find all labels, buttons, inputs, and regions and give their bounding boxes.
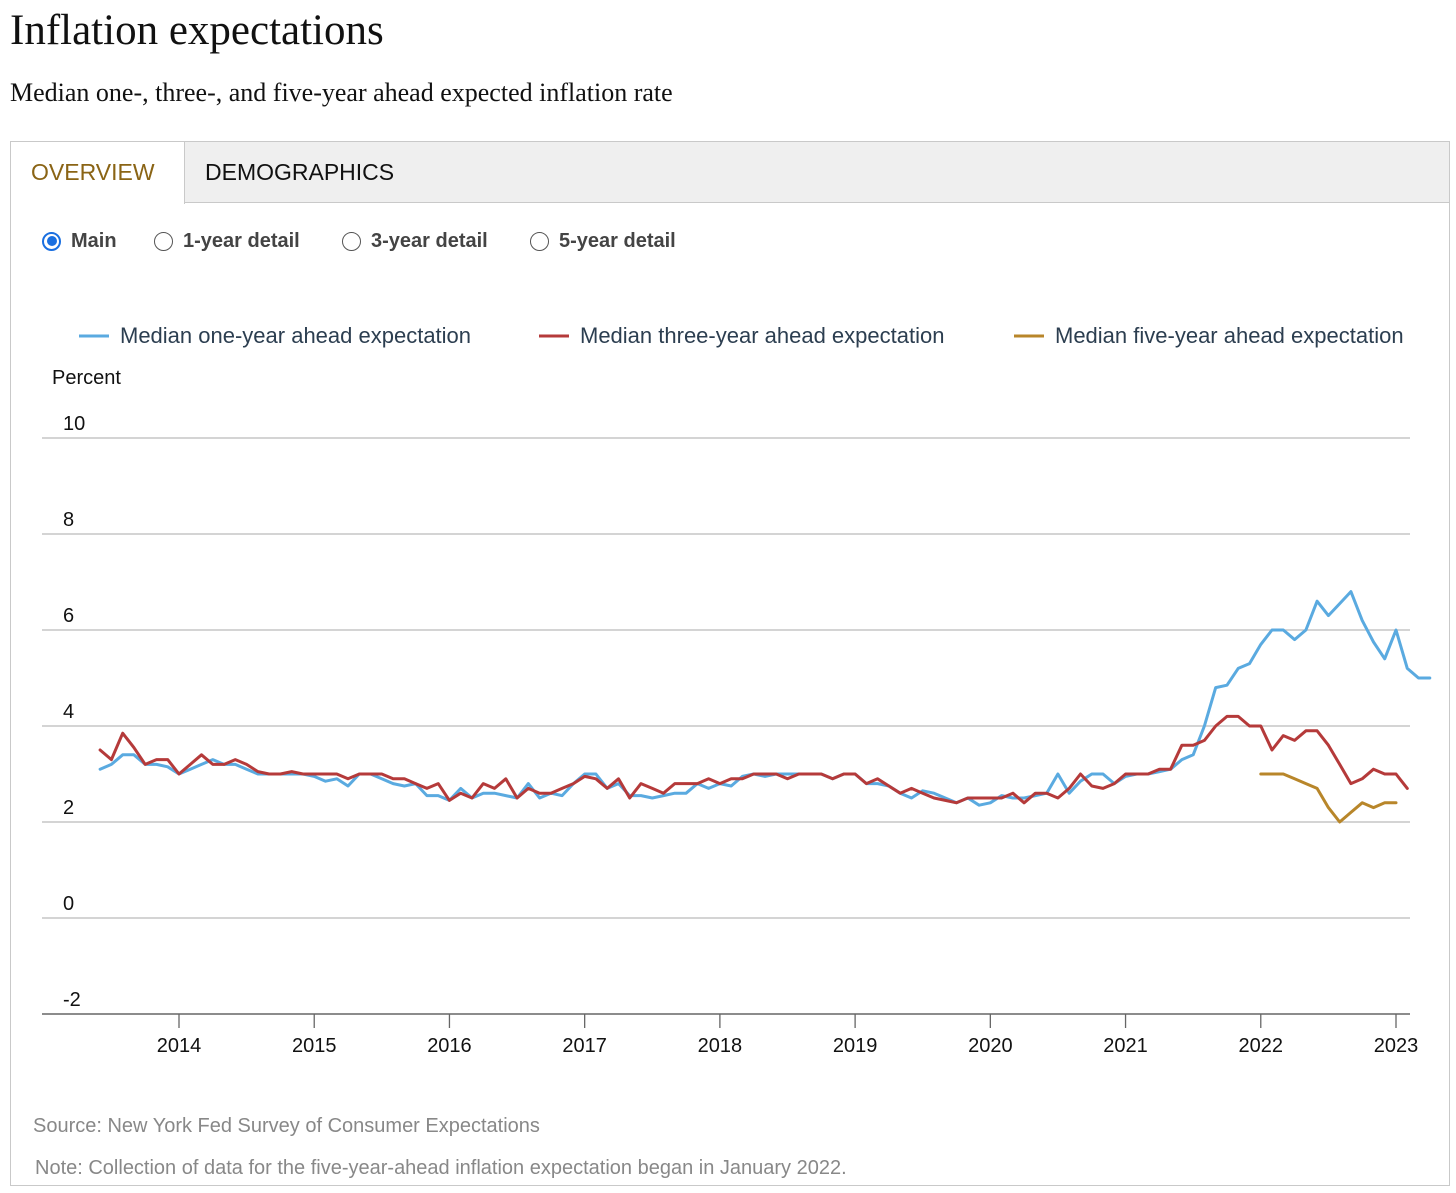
y-tick-label: 4 (63, 701, 74, 723)
x-tick-label: 2020 (968, 1035, 1013, 1057)
radio-icon[interactable] (342, 231, 361, 251)
y-axis: 10 8 6 4 2 0 -2 (63, 413, 85, 1011)
x-tick-label: 2019 (833, 1035, 878, 1057)
y-tick-label: -2 (63, 989, 81, 1011)
y-tick-label: 0 (63, 893, 74, 915)
y-tick-label: 2 (63, 797, 74, 819)
y-tick-label: 8 (63, 509, 74, 531)
page-subtitle: Median one-, three-, and five-year ahead… (10, 78, 673, 107)
x-tick-label: 2021 (1103, 1035, 1148, 1057)
series-line-three-year[interactable] (98, 714, 1409, 805)
x-tick-label: 2017 (562, 1035, 607, 1057)
radio-icon[interactable] (154, 231, 173, 251)
y-axis-title: Percent (52, 367, 121, 389)
x-axis: 2014 2015 2016 2017 2018 2019 2020 2021 2022 2023 (157, 1014, 1419, 1057)
view-option-5-year[interactable]: 5-year detail (530, 228, 676, 254)
view-option-label: 1-year detail (183, 229, 300, 252)
series-lines (98, 590, 1432, 824)
x-tick-label: 2016 (427, 1035, 472, 1057)
gridlines (42, 437, 1410, 1015)
y-tick-label: 6 (63, 605, 74, 627)
radio-icon[interactable] (530, 231, 549, 251)
tab-overview[interactable]: OVERVIEW (11, 142, 185, 204)
chart-legend: Median one-year ahead expectation Median… (79, 323, 1404, 348)
series-line-five-year[interactable] (1259, 772, 1398, 824)
x-tick-label: 2014 (157, 1035, 202, 1057)
view-option-main[interactable]: Main (42, 228, 117, 254)
radio-selected-icon[interactable] (42, 231, 61, 251)
view-option-label: 5-year detail (559, 229, 676, 252)
x-tick-label: 2018 (698, 1035, 743, 1057)
view-option-3-year[interactable]: 3-year detail (342, 228, 488, 254)
x-tick-label: 2015 (292, 1035, 337, 1057)
line-chart: Median one-year ahead expectation Median… (42, 323, 1432, 1057)
legend-label-three-year[interactable]: Median three-year ahead expectation (580, 323, 944, 348)
chart-panel: OVERVIEW DEMOGRAPHICS Main 1-year detail… (10, 141, 1450, 1186)
tab-bar: OVERVIEW DEMOGRAPHICS (11, 142, 1449, 204)
source-note: Source: New York Fed Survey of Consumer … (33, 1115, 540, 1137)
x-tick-label: 2023 (1374, 1035, 1419, 1057)
view-option-label: 3-year detail (371, 229, 488, 252)
legend-label-one-year[interactable]: Median one-year ahead expectation (120, 323, 471, 348)
view-option-label: Main (71, 229, 117, 252)
collection-note: Note: Collection of data for the five-ye… (35, 1157, 847, 1179)
tab-demographics[interactable]: DEMOGRAPHICS (205, 159, 395, 185)
view-option-1-year[interactable]: 1-year detail (154, 228, 300, 254)
y-tick-label: 10 (63, 413, 85, 435)
x-tick-label: 2022 (1239, 1035, 1284, 1057)
legend-label-five-year[interactable]: Median five-year ahead expectation (1055, 323, 1404, 348)
page-title: Inflation expectations (10, 7, 384, 54)
series-line-one-year[interactable] (98, 590, 1432, 807)
